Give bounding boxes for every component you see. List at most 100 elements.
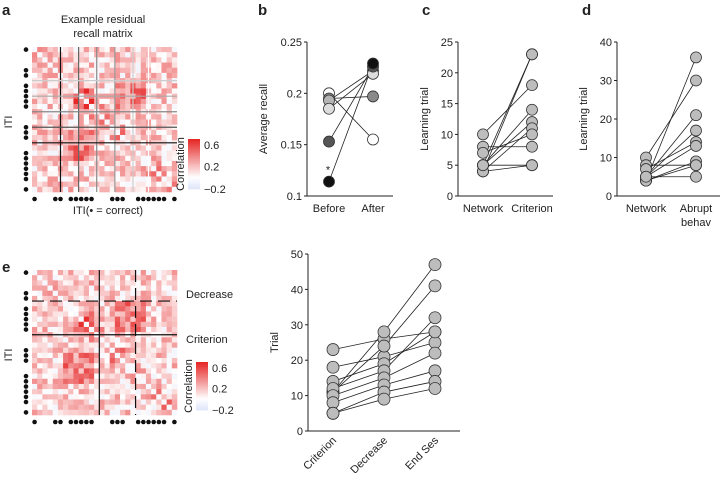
matrix-cell bbox=[166, 155, 173, 162]
matrix-cell bbox=[120, 321, 126, 328]
data-point bbox=[477, 159, 489, 172]
matrix-cell bbox=[171, 166, 178, 172]
matrix-cell bbox=[151, 160, 157, 167]
correct-dot-y bbox=[23, 166, 29, 171]
matrix-cell bbox=[120, 342, 126, 348]
matrix-cell bbox=[156, 62, 162, 69]
matrix-cell bbox=[88, 145, 95, 151]
matrix-cell bbox=[125, 316, 131, 323]
matrix-cell bbox=[63, 389, 69, 395]
matrix-cell bbox=[57, 280, 64, 286]
matrix-cell bbox=[109, 290, 116, 297]
correct-dot-y bbox=[23, 73, 29, 78]
matrix-cell bbox=[161, 352, 167, 359]
matrix-cell bbox=[130, 275, 136, 281]
matrix-cell bbox=[52, 373, 59, 380]
matrix-cell bbox=[78, 181, 85, 188]
matrix-cell bbox=[57, 285, 64, 292]
matrix-cell bbox=[52, 399, 59, 405]
colorbar-swatch bbox=[188, 152, 200, 155]
matrix-cell bbox=[140, 103, 147, 110]
matrix-cell bbox=[63, 409, 69, 416]
matrix-cell bbox=[68, 290, 74, 297]
matrix-cell bbox=[94, 409, 100, 416]
colorbar-swatch bbox=[196, 392, 208, 395]
matrix-cell bbox=[151, 306, 157, 312]
matrix-cell bbox=[135, 129, 142, 136]
matrix-cell bbox=[52, 285, 59, 292]
matrix-cell bbox=[78, 404, 85, 411]
matrix-cell bbox=[73, 83, 79, 89]
matrix-cell bbox=[135, 358, 142, 364]
matrix-cell bbox=[161, 404, 167, 411]
matrix-cell bbox=[104, 103, 110, 110]
matrix-cell bbox=[47, 389, 54, 395]
matrix-cell bbox=[73, 311, 79, 317]
matrix-cell bbox=[166, 114, 173, 120]
matrix-cell bbox=[52, 52, 59, 58]
correct-dot-y bbox=[23, 135, 29, 140]
matrix-cell bbox=[68, 347, 74, 354]
matrix-cell bbox=[52, 72, 59, 79]
matrix-cell bbox=[166, 311, 173, 317]
data-point bbox=[367, 90, 379, 103]
matrix-cell bbox=[99, 368, 105, 374]
matrix-cell bbox=[130, 301, 136, 307]
colorbar-swatch bbox=[188, 154, 200, 157]
matrix-cell bbox=[140, 155, 147, 162]
matrix-cell bbox=[83, 337, 90, 343]
matrix-cell bbox=[114, 72, 121, 79]
matrix-cell bbox=[114, 57, 121, 63]
matrix-cell bbox=[114, 62, 121, 69]
matrix-cell bbox=[83, 145, 90, 151]
matrix-cell bbox=[73, 399, 79, 405]
matrix-cell bbox=[42, 301, 48, 307]
matrix-cell bbox=[52, 295, 59, 302]
matrix-cell bbox=[63, 404, 69, 411]
matrix-cell bbox=[94, 295, 100, 302]
matrix-cell bbox=[156, 352, 162, 359]
matrix-cell bbox=[78, 368, 85, 374]
matrix-cell bbox=[125, 285, 131, 292]
matrix-cell bbox=[99, 378, 105, 385]
matrix-cell bbox=[140, 176, 147, 182]
matrix-cell bbox=[37, 306, 43, 312]
correct-dot-x bbox=[151, 419, 156, 425]
matrix-cell bbox=[151, 72, 157, 79]
matrix-cell bbox=[68, 98, 74, 105]
matrix-cell bbox=[83, 67, 90, 74]
matrix-cell bbox=[104, 72, 110, 79]
correct-dot-x bbox=[53, 196, 58, 202]
matrix-cell bbox=[47, 358, 54, 364]
matrix-cell bbox=[57, 404, 64, 411]
matrix-cell bbox=[99, 186, 105, 193]
matrix-cell bbox=[171, 373, 178, 380]
matrix-cell bbox=[151, 399, 157, 405]
matrix-cell bbox=[78, 270, 85, 276]
matrix-cell bbox=[37, 373, 43, 380]
matrix-cell bbox=[37, 378, 43, 385]
matrix-cell bbox=[161, 57, 167, 63]
matrix-cell bbox=[161, 316, 167, 323]
matrix-cell bbox=[151, 409, 157, 416]
matrix-cell bbox=[78, 57, 85, 63]
matrix-cell bbox=[166, 301, 173, 307]
matrix-cell bbox=[78, 186, 85, 193]
matrix-cell bbox=[73, 176, 79, 182]
matrix-cell bbox=[52, 394, 59, 400]
matrix-cell bbox=[135, 67, 142, 74]
matrix-cell bbox=[73, 290, 79, 297]
matrix-cell bbox=[171, 270, 178, 276]
matrix-cell bbox=[37, 280, 43, 286]
matrix-cell bbox=[171, 301, 178, 307]
matrix-cell bbox=[140, 337, 147, 343]
matrix-cell bbox=[68, 373, 74, 380]
matrix-cell bbox=[68, 399, 74, 405]
matrix-cell bbox=[171, 347, 178, 354]
matrix-cell bbox=[109, 306, 116, 312]
matrix-cell bbox=[52, 389, 59, 395]
matrix-cell bbox=[151, 311, 157, 317]
matrix-cell bbox=[94, 275, 100, 281]
matrix-cell bbox=[171, 358, 178, 364]
